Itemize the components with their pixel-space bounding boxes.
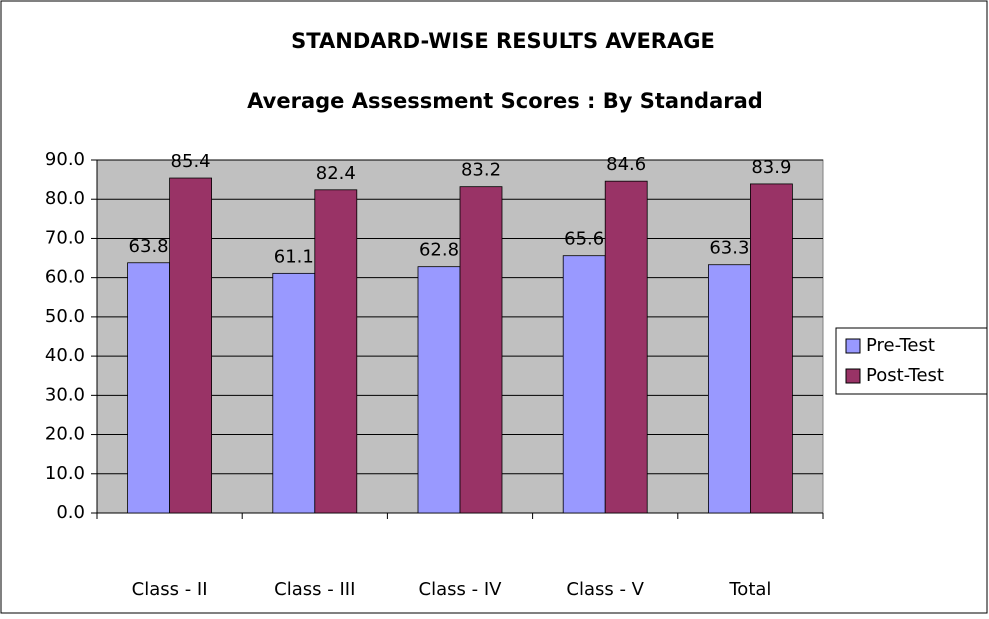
y-tick-label: 10.0 <box>45 463 85 484</box>
data-label: 83.9 <box>751 157 791 178</box>
x-tick-label: Class - II <box>132 579 208 600</box>
data-label: 62.8 <box>419 240 459 261</box>
y-tick-label: 30.0 <box>45 384 85 405</box>
bar <box>604 180 648 514</box>
x-tick-label: Class - IV <box>419 579 503 600</box>
data-label: 63.8 <box>129 236 169 257</box>
y-tick-label: 70.0 <box>45 227 85 248</box>
chart-subtitle: Average Assessment Scores : By Standarad <box>247 89 763 113</box>
data-label: 83.2 <box>461 160 501 181</box>
legend-label: Post-Test <box>866 365 944 386</box>
data-label: 84.6 <box>606 154 646 175</box>
data-label: 63.3 <box>709 238 749 259</box>
y-tick-label: 90.0 <box>45 149 85 170</box>
bar <box>417 266 461 514</box>
data-label: 61.1 <box>274 246 314 267</box>
data-label: 65.6 <box>564 229 604 250</box>
bar <box>708 264 751 514</box>
legend-box <box>835 327 988 395</box>
bar <box>314 189 358 514</box>
y-tick-label: 40.0 <box>45 345 85 366</box>
chart-title: STANDARD-WISE RESULTS AVERAGE <box>291 29 715 53</box>
y-tick-label: 60.0 <box>45 267 85 288</box>
data-label: 82.4 <box>316 163 356 184</box>
y-tick-label: 80.0 <box>45 188 85 209</box>
legend-swatch <box>845 368 861 384</box>
bar <box>750 183 793 514</box>
x-tick-label: Class - III <box>274 579 355 600</box>
y-tick-label: 50.0 <box>45 306 85 327</box>
bar <box>127 262 170 514</box>
legend-swatch <box>845 338 861 354</box>
bar <box>169 177 213 514</box>
x-tick-label: Total <box>728 579 771 600</box>
y-tick-label: 20.0 <box>45 424 85 445</box>
y-tick-label: 0.0 <box>56 502 85 523</box>
bar <box>562 255 606 514</box>
bar <box>272 272 316 514</box>
data-label: 85.4 <box>171 151 211 172</box>
legend-label: Pre-Test <box>866 335 935 356</box>
x-tick-label: Class - V <box>566 579 644 600</box>
bar <box>459 186 503 514</box>
